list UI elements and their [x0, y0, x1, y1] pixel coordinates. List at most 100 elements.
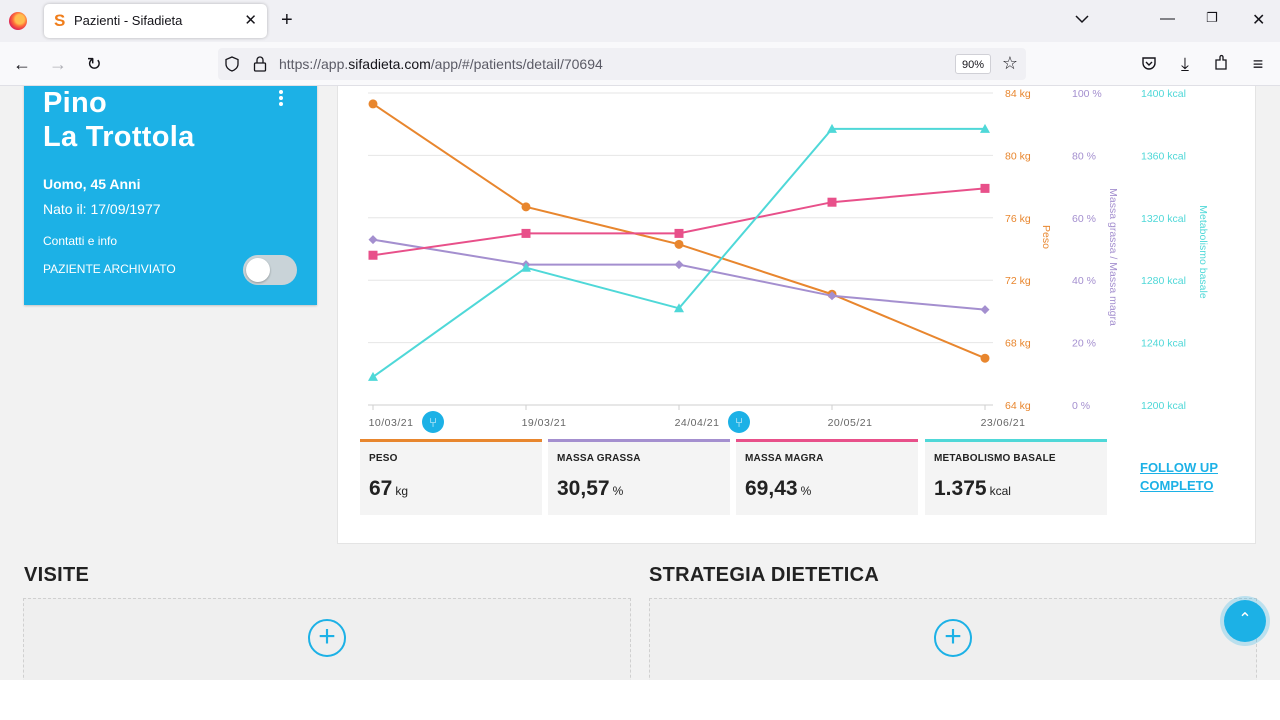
stat-number: 1.375: [934, 477, 987, 500]
lock-icon[interactable]: [252, 55, 268, 73]
url-text: https://app.sifadieta.com/app/#/patients…: [279, 56, 603, 72]
zoom-level[interactable]: 90%: [955, 54, 991, 74]
new-tab-icon[interactable]: +: [281, 9, 293, 31]
metabolismo-axis-title: Metabolismo basale: [1197, 205, 1209, 299]
stat-unit: %: [612, 484, 624, 498]
stat-unit: %: [800, 484, 812, 498]
scroll-to-top-button[interactable]: ⌃: [1224, 600, 1266, 642]
metabolismo-axis-tick: 1400 kcal: [1141, 88, 1186, 100]
patient-card: Pino La Trottola Uomo, 45 Anni Nato il: …: [24, 86, 317, 305]
metabolismo-point: [827, 123, 837, 133]
peso-point: [521, 202, 531, 212]
massa-axis-tick: 100 %: [1072, 88, 1102, 100]
add-visit-button[interactable]: +: [308, 619, 346, 657]
stat-number: 30,57: [557, 477, 610, 500]
shield-icon[interactable]: [224, 56, 240, 72]
browser-tab[interactable]: S Pazienti - Sifadieta ✕: [44, 4, 267, 38]
add-strategy-button[interactable]: +: [934, 619, 972, 657]
peso-point: [674, 239, 684, 249]
patient-first-name: Pino: [43, 87, 108, 119]
archived-toggle[interactable]: [243, 255, 297, 285]
peso-point: [980, 353, 990, 363]
stat-card: MASSA MAGRA 69,43%: [736, 439, 918, 515]
metabolismo-axis-tick: 1320 kcal: [1141, 213, 1186, 225]
metabolismo-point: [980, 123, 990, 133]
stat-card: METABOLISMO BASALE 1.375 kcal: [925, 439, 1107, 515]
stat-color-bar: [925, 439, 1107, 442]
patient-last-name: La Trottola: [43, 121, 195, 153]
visite-box: +: [23, 598, 631, 680]
pocket-icon[interactable]: [1140, 55, 1158, 73]
massa_magra-point: [521, 228, 531, 238]
reload-icon[interactable]: ↻: [86, 54, 102, 74]
stat-color-bar: [736, 439, 918, 442]
metabolismo-axis-tick: 1200 kcal: [1141, 400, 1186, 412]
cutlery-icon: ⑂: [735, 416, 743, 431]
peso-axis-tick: 84 kg: [1005, 88, 1031, 100]
tab-title: Pazienti - Sifadieta: [74, 13, 183, 28]
peso-axis-title: Peso: [1040, 225, 1052, 249]
peso-point: [368, 99, 378, 109]
contacts-link[interactable]: Contatti e info: [43, 234, 118, 248]
metabolismo-point: [674, 303, 684, 313]
x-tick-label: 10/03/21: [369, 417, 414, 429]
stat-value: 30,57%: [557, 477, 623, 501]
x-tick-label: 23/06/21: [981, 417, 1026, 429]
close-window-icon[interactable]: ✕: [1252, 12, 1266, 29]
firefox-logo-icon[interactable]: [9, 12, 27, 30]
peso-axis-tick: 76 kg: [1005, 213, 1031, 225]
metabolismo-axis-tick: 1360 kcal: [1141, 150, 1186, 162]
patient-summary: Uomo, 45 Anni: [43, 176, 141, 192]
stat-number: 67: [369, 477, 393, 500]
patient-birthdate: Nato il: 17/09/1977: [43, 201, 161, 217]
list-all-tabs-icon[interactable]: [1074, 11, 1090, 27]
back-icon[interactable]: ←: [13, 54, 31, 74]
close-tab-icon[interactable]: ✕: [244, 12, 257, 29]
stat-label: MASSA MAGRA: [745, 453, 824, 464]
extensions-icon[interactable]: [1212, 54, 1230, 72]
x-tick-label: 24/04/21: [675, 417, 720, 429]
metabolismo-point: [368, 371, 378, 381]
toggle-knob: [246, 258, 270, 282]
massa-axis-tick: 80 %: [1072, 150, 1096, 162]
menu-icon[interactable]: ≡: [1252, 54, 1264, 74]
strategia-box: +: [649, 598, 1257, 680]
x-tick-label: 20/05/21: [828, 417, 873, 429]
downloads-icon[interactable]: ⤓: [1181, 54, 1189, 74]
browser-tabbar: S Pazienti - Sifadieta ✕ + — ❐ ✕: [0, 0, 1280, 42]
follow-up-link[interactable]: FOLLOW UP COMPLETO: [1140, 460, 1218, 493]
forward-icon[interactable]: →: [49, 54, 67, 74]
patient-name: Pino La Trottola: [43, 86, 195, 154]
peso-axis-tick: 64 kg: [1005, 400, 1031, 412]
stat-unit: kcal: [989, 484, 1011, 498]
visite-title: VISITE: [24, 564, 90, 586]
massa-axis-tick: 0 %: [1072, 400, 1090, 412]
url-bar[interactable]: https://app.sifadieta.com/app/#/patients…: [218, 48, 1026, 80]
progress-chart: 10/03/21 ⑂ 19/03/21 24/04/21 ⑂ 20/05/21 23/06/…: [368, 88, 1209, 433]
massa-axis-tick: 40 %: [1072, 275, 1096, 287]
metabolismo-point: [521, 262, 531, 272]
massa_grassa-point: [980, 305, 990, 315]
stat-color-bar: [360, 439, 542, 442]
stat-label: MASSA GRASSA: [557, 453, 641, 464]
stat-label: METABOLISMO BASALE: [934, 453, 1056, 464]
bookmark-star-icon[interactable]: ☆: [1001, 53, 1019, 73]
peso-axis-tick: 68 kg: [1005, 338, 1031, 350]
massa_grassa-point: [674, 260, 684, 270]
more-options-icon[interactable]: [278, 90, 284, 108]
diet-marker-icon: [728, 411, 750, 433]
massa_magra-point: [827, 197, 837, 207]
massa_grassa-point: [827, 291, 837, 301]
massa-axis-tick: 60 %: [1072, 213, 1096, 225]
restore-icon[interactable]: ❐: [1206, 10, 1218, 25]
cutlery-icon: ⑂: [429, 416, 437, 431]
minimize-icon[interactable]: —: [1160, 10, 1175, 27]
stat-value: 69,43%: [745, 477, 811, 501]
diet-marker-icon: [422, 411, 444, 433]
stat-unit: kg: [395, 484, 409, 498]
massa_magra-point: [980, 183, 990, 193]
sifadieta-favicon-icon: S: [54, 11, 66, 30]
stat-card: PESO 67 kg: [360, 439, 542, 515]
stat-card: MASSA GRASSA 30,57%: [548, 439, 730, 515]
massa-axis-title: Massa grassa / Massa magra: [1107, 188, 1119, 326]
